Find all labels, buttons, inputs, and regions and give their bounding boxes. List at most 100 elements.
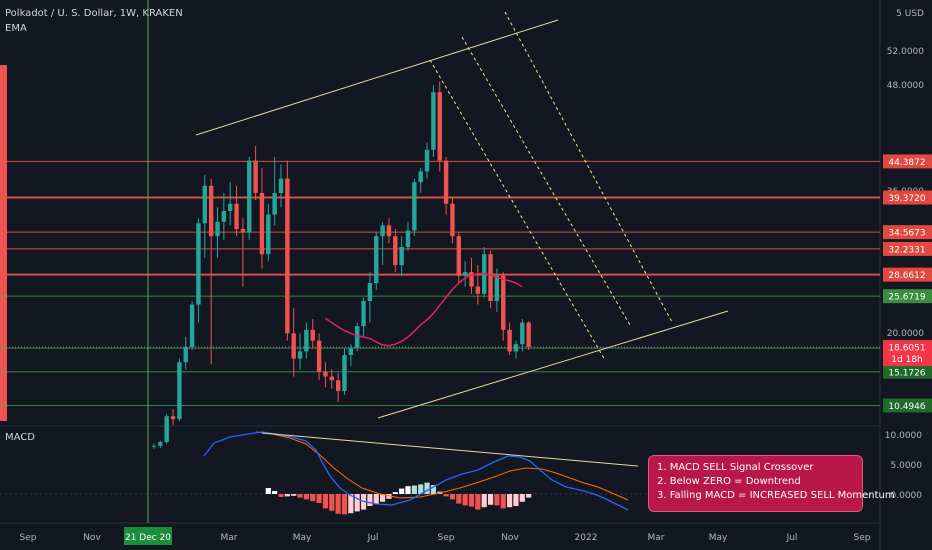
candle-13 xyxy=(234,185,239,237)
candle-15 xyxy=(247,157,252,240)
candle-57 xyxy=(513,340,519,359)
candle-body-12 xyxy=(228,203,233,211)
candle-body-26 xyxy=(316,340,322,372)
macd-hist-bar-27 xyxy=(322,494,329,509)
macd-hist-bar-52 xyxy=(481,494,487,508)
level-label-bg-0 xyxy=(883,154,932,169)
level-label-bg-7 xyxy=(883,364,932,379)
macd-hist-bar-26 xyxy=(316,494,322,503)
candle-body-32 xyxy=(355,326,360,348)
candle-26 xyxy=(316,333,322,381)
time-label-3: May xyxy=(293,533,312,543)
candle-45 xyxy=(437,81,442,172)
annotation-line-1: 1. MACD SELL Signal Crossover xyxy=(657,462,814,473)
candle-53 xyxy=(488,250,493,309)
level-label-2: 34.5673 xyxy=(888,229,925,239)
candle-body-57 xyxy=(513,344,519,352)
macd-hist-bar-35 xyxy=(373,494,379,505)
macd-hist-bar-58 xyxy=(519,494,525,502)
channel-line-upper xyxy=(504,11,673,323)
candle-body-53 xyxy=(488,254,493,301)
candle-10 xyxy=(215,207,220,258)
candle-40 xyxy=(405,221,411,251)
candle-body-21 xyxy=(285,178,290,334)
candle-22 xyxy=(291,308,296,377)
candle-43 xyxy=(424,142,430,179)
time-label-7: 2022 xyxy=(575,533,598,543)
current-price-label: 18.6051 xyxy=(888,344,925,354)
upper-trendline xyxy=(195,19,559,136)
candle-39 xyxy=(399,236,404,276)
macd-hist-bar-43 xyxy=(424,482,430,494)
ema-path xyxy=(324,272,523,347)
level-label-0: 44.3872 xyxy=(888,158,925,168)
lower-trendline xyxy=(377,310,729,419)
grid xyxy=(0,0,881,550)
candle-2 xyxy=(164,414,169,444)
candle-body-55 xyxy=(501,275,506,330)
candle-body-19 xyxy=(272,193,277,215)
candle-38 xyxy=(393,229,398,273)
candle-49 xyxy=(462,261,468,287)
time-label-1: Nov xyxy=(83,533,101,543)
macd-hist-bar-42 xyxy=(418,484,424,494)
annotation-line-3: 3. Falling MACD = INCREASED SELL Momentu… xyxy=(657,490,895,501)
cursor-time-bg xyxy=(124,527,172,545)
candle-54 xyxy=(494,268,500,312)
candle-1 xyxy=(158,440,163,448)
level-label-bg-5 xyxy=(883,289,932,304)
level-label-1: 39.3720 xyxy=(888,194,925,204)
macd-hist-bar-23 xyxy=(297,494,303,498)
channel-line-lower xyxy=(429,59,606,361)
symbol-title: Polkadot / U. S. Dollar, 1W, KRAKEN xyxy=(5,8,183,19)
candle-11 xyxy=(221,193,227,240)
candle-16 xyxy=(253,146,258,201)
candle-body-34 xyxy=(367,283,373,301)
candle-body-30 xyxy=(342,355,347,391)
macd-hist-bar-56 xyxy=(507,494,513,508)
candle-35 xyxy=(374,232,379,291)
time-label-11: Sep xyxy=(854,533,871,543)
candle-body-0 xyxy=(151,445,157,447)
price-tick-0: 52.0000 xyxy=(887,47,924,57)
chart-header: Polkadot / U. S. Dollar, 1W, KRAKEN EMA xyxy=(5,6,183,36)
candle-44 xyxy=(431,85,436,157)
macd-hist-bar-40 xyxy=(405,486,411,494)
macd-hist-bar-20 xyxy=(278,494,284,497)
candle-body-22 xyxy=(291,333,296,359)
macd-hist-bar-54 xyxy=(494,494,500,506)
macd-hist-bar-19 xyxy=(272,491,278,494)
candle-25 xyxy=(310,319,315,348)
macd-hist-bar-41 xyxy=(411,485,417,494)
macd-hist-bar-49 xyxy=(462,494,468,506)
macd-tick-2: 0.0000 xyxy=(891,491,923,501)
left-edge-bar xyxy=(0,65,7,421)
current-price-bg xyxy=(883,340,932,367)
candle-body-24 xyxy=(304,329,309,352)
candle-12 xyxy=(228,182,233,226)
candle-55 xyxy=(501,272,506,341)
candle-41 xyxy=(412,178,417,237)
time-label-8: Mar xyxy=(648,533,665,543)
macd-hist-bar-57 xyxy=(513,494,519,506)
time-axis: Sep Nov Mar May Jul Sep Nov 2022 Mar May Jul Sep 21 … xyxy=(20,527,871,545)
channel-line-middle xyxy=(461,36,631,326)
candle-56 xyxy=(507,322,512,355)
candle-body-31 xyxy=(348,347,354,355)
candle-body-47 xyxy=(450,203,455,237)
macd-hist-bar-18 xyxy=(265,488,271,494)
candle-body-44 xyxy=(431,92,436,150)
level-lines xyxy=(0,160,880,406)
candle-32 xyxy=(355,322,360,352)
macd-tick-1: 5.0000 xyxy=(891,461,923,471)
time-label-9: May xyxy=(709,533,728,543)
candle-body-42 xyxy=(418,171,423,183)
candle-59 xyxy=(526,321,531,350)
candle-4 xyxy=(177,358,182,422)
macd-hist-bar-44 xyxy=(430,485,436,494)
macd-hist-bar-31 xyxy=(348,494,354,514)
candle-body-11 xyxy=(221,211,227,222)
candle-body-17 xyxy=(259,193,265,255)
candle-52 xyxy=(482,247,487,298)
